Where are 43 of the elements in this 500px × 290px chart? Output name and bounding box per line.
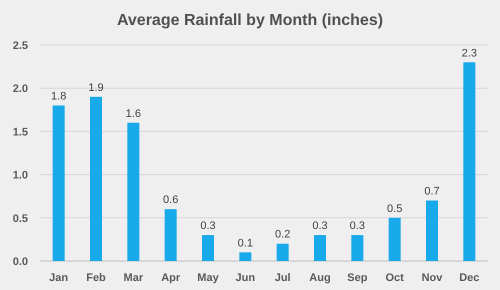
bar (52, 105, 65, 261)
x-tick-label: Jan (49, 272, 68, 284)
x-tick-label: Sep (347, 272, 368, 284)
data-label: 0.5 (387, 202, 402, 215)
y-tick-label: 1.0 (12, 170, 28, 182)
x-tick-label: May (197, 272, 220, 284)
x-tick-label: Dec (459, 272, 480, 284)
bar (239, 252, 252, 261)
data-label: 0.6 (163, 194, 178, 206)
bar (388, 218, 401, 261)
x-tick-label: Apr (161, 272, 181, 284)
bar (164, 209, 177, 261)
x-tick-label: Nov (422, 272, 444, 284)
bar (351, 235, 364, 261)
bar (463, 62, 476, 261)
data-label: 0.3 (200, 220, 216, 232)
chart-title: Average Rainfall by Month (inches) (116, 12, 384, 29)
data-label: 0.2 (275, 228, 290, 241)
x-tick-label: Jun (236, 272, 256, 284)
y-tick-label: 0.0 (12, 256, 28, 268)
data-label: 0.1 (238, 237, 253, 250)
x-tick-label: Jul (274, 272, 291, 284)
data-label: 1.9 (88, 82, 104, 94)
y-tick-label: 1.5 (12, 126, 28, 138)
y-tick-label: 0.5 (12, 212, 28, 225)
y-tick-label: 2.0 (12, 83, 28, 96)
data-label: 0.7 (424, 186, 440, 198)
bar (127, 122, 140, 261)
data-label: 1.6 (126, 108, 141, 120)
x-tick-label: Feb (86, 272, 106, 284)
x-tick-label: Mar (124, 272, 144, 284)
bar (276, 244, 289, 261)
bar (90, 96, 102, 261)
bar (202, 235, 214, 261)
bar (426, 200, 438, 261)
x-tick-label: Aug (309, 272, 331, 284)
data-label: 0.3 (350, 220, 365, 232)
data-label: 2.3 (462, 47, 477, 60)
bar (314, 235, 326, 261)
data-label: 1.8 (51, 90, 66, 102)
x-tick-label: Oct (385, 272, 404, 284)
y-tick-label: 2.5 (12, 40, 28, 52)
data-label: 0.3 (312, 220, 328, 232)
